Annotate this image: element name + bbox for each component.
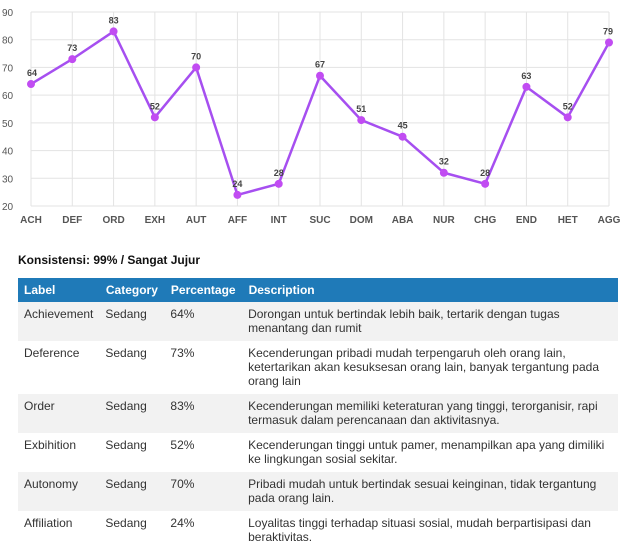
table-row: Deference Sedang 73% Kecenderungan priba… bbox=[18, 341, 618, 394]
data-point bbox=[150, 113, 159, 122]
data-label: 32 bbox=[439, 157, 449, 167]
x-tick-label: DOM bbox=[350, 215, 373, 226]
x-tick-label: EXH bbox=[145, 215, 166, 226]
x-tick-label: ACH bbox=[20, 215, 42, 226]
data-point bbox=[27, 80, 35, 89]
row-label: Deference bbox=[18, 341, 100, 394]
table-row: Achievement Sedang 64% Dorongan untuk be… bbox=[18, 302, 618, 341]
row-label: Achievement bbox=[18, 302, 100, 341]
x-tick-label: NUR bbox=[433, 215, 455, 226]
x-tick-label: DEF bbox=[62, 215, 82, 226]
data-point bbox=[68, 55, 77, 64]
row-label: Exbihition bbox=[18, 433, 100, 472]
y-tick-label: 40 bbox=[2, 147, 14, 158]
results-table: Label Category Percentage Description Ac… bbox=[18, 278, 619, 550]
y-tick-label: 90 bbox=[2, 8, 14, 19]
data-point bbox=[398, 132, 407, 141]
data-point bbox=[316, 71, 324, 80]
x-tick-label: AGG bbox=[598, 215, 621, 226]
data-label: 45 bbox=[398, 121, 408, 131]
table-row: Order Sedang 83% Kecenderungan memiliki … bbox=[18, 394, 618, 433]
x-tick-label: ORD bbox=[102, 215, 124, 226]
data-label: 24 bbox=[232, 179, 242, 189]
line-chart: 20 30 40 50 60 70 80 90 ACH DEF ORD EXH AUT AFF INT SUC… bbox=[2, 8, 621, 226]
row-percentage: 73% bbox=[164, 341, 243, 394]
row-category: Sedang bbox=[99, 433, 165, 472]
data-label: 64 bbox=[27, 68, 37, 78]
y-tick-label: 70 bbox=[2, 63, 14, 74]
row-category: Sedang bbox=[99, 472, 165, 511]
data-label: 67 bbox=[315, 60, 325, 70]
row-category: Sedang bbox=[99, 302, 165, 341]
x-tick-label: AUT bbox=[186, 215, 207, 226]
data-point bbox=[274, 179, 283, 188]
row-description: Kecenderungan tinggi untuk pamer, menamp… bbox=[242, 433, 618, 472]
row-percentage: 52% bbox=[164, 433, 243, 472]
data-point bbox=[605, 38, 613, 47]
row-description: Kecenderungan pribadi mudah terpengaruh … bbox=[242, 341, 618, 394]
data-point bbox=[563, 113, 572, 122]
y-tick-label: 80 bbox=[2, 36, 14, 47]
row-percentage: 64% bbox=[164, 302, 243, 341]
y-tick-label: 20 bbox=[2, 202, 14, 213]
data-label: 63 bbox=[521, 71, 531, 81]
table-row: Exbihition Sedang 52% Kecenderungan ting… bbox=[18, 433, 618, 472]
data-label: 83 bbox=[109, 15, 119, 25]
row-description: Kecenderungan memiliki keteraturan yang … bbox=[242, 394, 618, 433]
header-percentage: Percentage bbox=[164, 278, 243, 302]
data-label: 70 bbox=[191, 51, 201, 61]
data-label: 73 bbox=[67, 43, 77, 53]
x-tick-label: AFF bbox=[228, 215, 247, 226]
x-tick-label: END bbox=[516, 215, 537, 226]
x-tick-label: INT bbox=[271, 215, 287, 226]
data-label: 79 bbox=[603, 26, 613, 36]
data-point bbox=[481, 179, 490, 188]
row-percentage: 83% bbox=[164, 394, 243, 433]
y-tick-label: 30 bbox=[2, 174, 14, 185]
consistency-summary: Konsistensi: 99% / Sangat Jujur bbox=[18, 253, 201, 267]
data-point bbox=[522, 82, 531, 91]
row-description: Pribadi mudah untuk bertindak sesuai kei… bbox=[242, 472, 618, 511]
data-point bbox=[357, 116, 366, 125]
table-row: Autonomy Sedang 70% Pribadi mudah untuk … bbox=[18, 472, 618, 511]
y-tick-label: 60 bbox=[2, 91, 14, 102]
data-point bbox=[439, 168, 448, 177]
row-label: Autonomy bbox=[18, 472, 100, 511]
row-label: Order bbox=[18, 394, 100, 433]
row-description: Dorongan untuk bertindak lebih baik, ter… bbox=[242, 302, 618, 341]
table-header-row: Label Category Percentage Description bbox=[18, 278, 619, 302]
header-label: Label bbox=[18, 278, 100, 302]
y-tick-label: 50 bbox=[2, 119, 14, 130]
data-label: 52 bbox=[563, 101, 573, 111]
data-point bbox=[109, 27, 118, 36]
row-category: Sedang bbox=[99, 394, 165, 433]
x-tick-label: HET bbox=[558, 215, 578, 226]
x-tick-label: ABA bbox=[392, 215, 414, 226]
x-tick-label: CHG bbox=[474, 215, 496, 226]
row-category: Sedang bbox=[99, 341, 165, 394]
x-tick-label: SUC bbox=[309, 215, 330, 226]
data-label: 52 bbox=[150, 101, 160, 111]
header-category: Category bbox=[99, 278, 165, 302]
data-point bbox=[233, 190, 242, 199]
row-percentage: 70% bbox=[164, 472, 243, 511]
data-label: 51 bbox=[356, 104, 366, 114]
header-description: Description bbox=[242, 278, 619, 302]
data-point bbox=[192, 63, 201, 72]
data-label: 28 bbox=[480, 168, 490, 178]
data-label: 28 bbox=[274, 168, 284, 178]
